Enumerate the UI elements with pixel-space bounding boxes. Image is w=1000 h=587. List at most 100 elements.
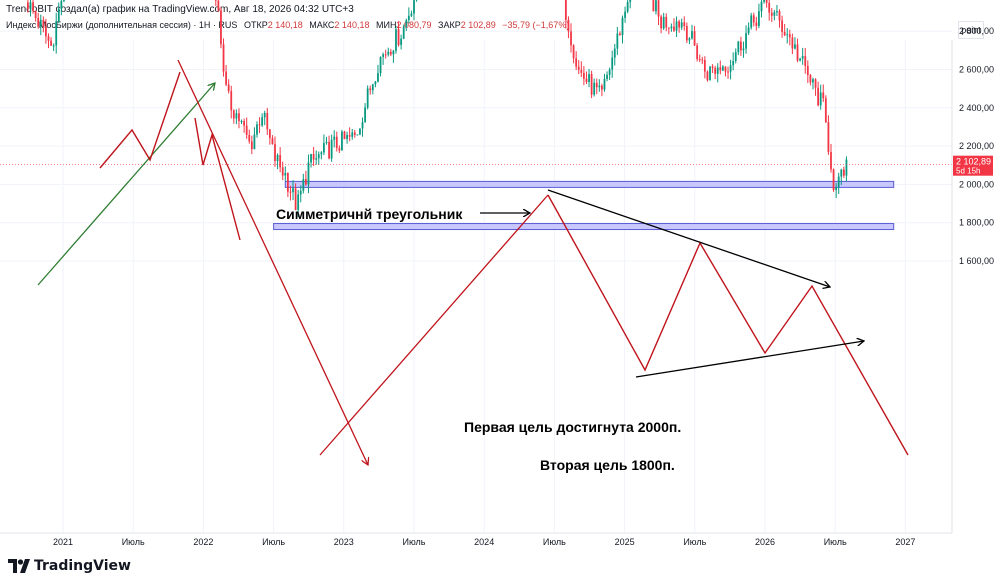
candle-body bbox=[791, 37, 794, 49]
candle-body bbox=[739, 41, 742, 51]
candle-body bbox=[42, 19, 45, 27]
candle-body bbox=[585, 78, 588, 83]
candle-body bbox=[675, 21, 678, 31]
candle-body bbox=[50, 40, 52, 46]
candle-body bbox=[796, 44, 799, 61]
candle-body bbox=[783, 31, 786, 36]
candle-body bbox=[822, 92, 825, 99]
candle-body bbox=[588, 74, 590, 83]
candle-body bbox=[304, 179, 307, 185]
candle-body bbox=[268, 129, 271, 139]
brand-name: TradingView bbox=[34, 558, 131, 574]
candle-body bbox=[238, 113, 240, 122]
candle-body bbox=[616, 33, 619, 49]
candle-body bbox=[382, 54, 385, 57]
candle-body bbox=[245, 125, 248, 135]
candle-body bbox=[755, 22, 758, 26]
x-tick-label: Июль bbox=[683, 537, 706, 547]
candle-body bbox=[387, 51, 390, 55]
candle-body bbox=[670, 26, 673, 29]
candle-body bbox=[824, 98, 827, 123]
candle-body bbox=[794, 44, 796, 49]
candle-body bbox=[693, 31, 696, 46]
x-tick-label: 2021 bbox=[53, 537, 73, 547]
candle-body bbox=[384, 54, 387, 56]
candle-body bbox=[837, 176, 840, 188]
candle-body bbox=[325, 141, 328, 144]
x-tick-label: Июль bbox=[824, 537, 847, 547]
y-axis: 1 600,00 1 800,00 2 000,00 2 200,00 2 400,00… bbox=[951, 26, 994, 533]
candle-body bbox=[271, 138, 274, 145]
candle-body bbox=[330, 139, 333, 159]
tradingview-logo-icon bbox=[8, 559, 30, 573]
annotation-texts: Симметричнй треугольник Первая цель дости… bbox=[276, 206, 681, 473]
candle-body bbox=[274, 144, 276, 162]
candle-body bbox=[371, 84, 374, 91]
candle-body bbox=[842, 169, 845, 176]
candle-body bbox=[389, 51, 392, 55]
candle-body bbox=[253, 134, 256, 150]
x-tick-label: Июль bbox=[122, 537, 145, 547]
candle-body bbox=[351, 132, 354, 137]
candle-body bbox=[294, 188, 297, 210]
candle-body bbox=[629, 0, 632, 3]
high-value: 2 140,18 bbox=[334, 20, 370, 30]
high-label: МАКС bbox=[309, 20, 335, 30]
candle-body bbox=[729, 65, 732, 72]
candle-body bbox=[60, 0, 63, 9]
candle-body bbox=[806, 65, 809, 75]
candle-body bbox=[683, 22, 686, 27]
candle-body bbox=[323, 143, 325, 153]
candle-body bbox=[706, 71, 709, 81]
candle-body bbox=[719, 67, 722, 71]
candle-body bbox=[827, 122, 830, 153]
ohlc-legend: Индекс МосБиржи (дополнительная сессия) … bbox=[6, 20, 569, 30]
candle-body bbox=[369, 88, 372, 91]
candle-body bbox=[361, 122, 364, 129]
y-tick-label: 2 000,00 bbox=[959, 179, 994, 189]
candle-body bbox=[801, 56, 804, 59]
candle-body bbox=[721, 66, 724, 71]
candle-body bbox=[611, 57, 614, 70]
candle-body bbox=[55, 21, 58, 46]
candle-body bbox=[655, 0, 657, 12]
candle-body bbox=[320, 152, 323, 155]
candle-body bbox=[289, 191, 292, 193]
candle-body bbox=[660, 16, 663, 29]
uptrend-line bbox=[37, 83, 215, 286]
support-levels bbox=[273, 180, 895, 231]
candle-body bbox=[830, 152, 832, 170]
close-label: ЗАКР bbox=[438, 20, 461, 30]
last-price-badge bbox=[953, 155, 993, 176]
candle-body bbox=[220, 10, 222, 45]
candle-body bbox=[809, 74, 812, 83]
candle-body bbox=[786, 34, 789, 36]
y-tick-label: 2 400,00 bbox=[959, 103, 994, 113]
candle-body bbox=[624, 11, 626, 18]
candle-body bbox=[601, 85, 603, 90]
candle-body bbox=[214, 0, 217, 1]
candle-body bbox=[714, 68, 717, 74]
drawings bbox=[0, 59, 952, 465]
candle-body bbox=[804, 56, 807, 66]
candle-body bbox=[407, 15, 410, 21]
candle-body bbox=[582, 72, 585, 79]
grid-lines bbox=[0, 30, 952, 533]
change-value: −35,79 (−1,67%) bbox=[502, 20, 570, 30]
candle-body bbox=[593, 82, 596, 95]
candle-body bbox=[240, 120, 243, 122]
last-price-countdown: 5d 15h bbox=[956, 167, 980, 176]
candle-body bbox=[817, 87, 820, 106]
y-tick-label: 1 800,00 bbox=[959, 218, 994, 228]
triangle-swings bbox=[547, 194, 909, 456]
candle-body bbox=[258, 124, 261, 126]
price-unit-badge[interactable]: point bbox=[958, 21, 984, 39]
candle-body bbox=[317, 154, 320, 159]
candle-body bbox=[750, 15, 753, 28]
candle-body bbox=[781, 20, 783, 32]
candle-body bbox=[235, 113, 238, 119]
candle-body bbox=[657, 0, 660, 17]
x-tick-label: 2027 bbox=[895, 537, 915, 547]
tradingview-brand[interactable]: TradingView bbox=[8, 558, 131, 574]
